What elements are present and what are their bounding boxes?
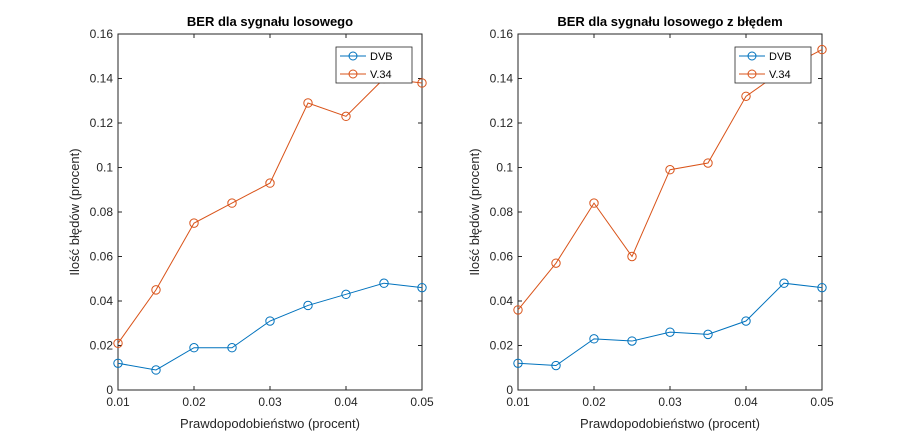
chart-right-ylabel: Ilość błędów (procent) <box>467 148 482 275</box>
data-point-dvb <box>703 329 713 340</box>
y-tick-label: 0.16 <box>490 27 514 41</box>
data-point-dvb <box>189 343 199 353</box>
y-tick-label: 0.12 <box>90 116 114 130</box>
x-tick-label: 0.03 <box>258 395 282 409</box>
y-tick-label: 0.14 <box>490 72 514 86</box>
chart-right-ticks: 0.01 0.02 0.03 0.04 0.05 0 0.02 0.04 0.06 0.08 0.1… <box>490 27 834 409</box>
x-tick-label: 0.01 <box>506 395 530 409</box>
data-point-dvb <box>627 336 637 346</box>
x-tick-label: 0.05 <box>410 395 434 409</box>
data-point-v34 <box>417 78 427 88</box>
y-tick-label: 0.04 <box>90 294 114 308</box>
y-tick-label: 0.08 <box>90 205 114 219</box>
data-point-dvb <box>551 360 561 371</box>
data-point-v34 <box>703 158 713 168</box>
x-tick-label: 0.04 <box>334 395 358 409</box>
x-tick-label: 0.04 <box>734 395 758 409</box>
y-tick-label: 0.1 <box>496 161 513 175</box>
chart-left-ticks: 0.01 0.02 0.03 0.04 0.05 0 0.02 0.04 0.06 0.08 0.1… <box>90 27 434 409</box>
legend-label-v34: V.34 <box>370 69 392 81</box>
series-line-dvb <box>117 282 423 371</box>
data-point-dvb <box>741 316 751 326</box>
y-tick-label: 0.06 <box>490 250 514 264</box>
chart-right: BER dla sygnału losowego z błędem 0.01 0.… <box>467 14 834 431</box>
data-point-dvb <box>303 300 313 311</box>
x-tick-label: 0.03 <box>658 395 682 409</box>
data-point-v34 <box>151 285 161 295</box>
data-point-v34 <box>589 198 599 208</box>
series-line-v34 <box>117 77 423 344</box>
legend-label-dvb: DVB <box>769 51 792 63</box>
chart-left-axes-box <box>117 33 423 391</box>
legend-marker-v34 <box>348 69 358 79</box>
chart-right-title: BER dla sygnału losowego z błędem <box>557 14 782 29</box>
chart-left-title: BER dla sygnału losowego <box>187 14 353 29</box>
x-tick-label: 0.05 <box>810 395 834 409</box>
data-point-dvb <box>513 358 523 368</box>
data-point-v34 <box>513 305 523 315</box>
series-line-dvb <box>517 282 823 367</box>
data-point-dvb <box>265 316 275 326</box>
chart-left: BER dla sygnału losowego 0.01 0.02 0.03 0.0… <box>67 14 434 431</box>
data-point-dvb <box>817 282 827 293</box>
data-point-v34 <box>265 178 275 188</box>
x-tick-label: 0.02 <box>182 395 206 409</box>
chart-right-legend: DVB V.34 <box>734 46 812 84</box>
data-point-dvb <box>779 278 789 288</box>
y-tick-label: 0.1 <box>96 161 113 175</box>
chart-left-legend: DVB V.34 <box>335 46 413 84</box>
legend-marker-v34 <box>747 69 757 79</box>
chart-right-xlabel: Prawdopodobieństwo (procent) <box>580 416 760 431</box>
chart-left-xlabel: Prawdopodobieństwo (procent) <box>180 416 360 431</box>
chart-right-axes-box <box>517 33 823 391</box>
y-tick-label: 0.02 <box>490 339 514 353</box>
y-tick-label: 0.08 <box>490 205 514 219</box>
y-tick-label: 0.06 <box>90 250 114 264</box>
x-tick-label: 0.01 <box>106 395 130 409</box>
data-point-dvb <box>113 358 123 368</box>
data-point-v34 <box>551 258 561 268</box>
legend-box <box>335 46 413 84</box>
data-point-v34 <box>817 44 827 55</box>
y-tick-label: 0.14 <box>90 72 114 86</box>
chart-left-ylabel: Ilość błędów (procent) <box>67 148 82 275</box>
data-point-v34 <box>341 111 351 122</box>
data-point-dvb <box>417 282 427 293</box>
y-tick-label: 0.16 <box>90 27 114 41</box>
legend-marker-dvb <box>747 51 757 61</box>
data-point-dvb <box>379 278 389 288</box>
y-tick-label: 0.02 <box>90 339 114 353</box>
legend-marker-dvb <box>348 51 358 61</box>
data-point-v34 <box>303 98 313 108</box>
x-tick-label: 0.02 <box>582 395 606 409</box>
data-point-v34 <box>627 251 637 262</box>
y-tick-label: 0.12 <box>490 116 514 130</box>
data-point-v34 <box>741 91 751 102</box>
data-point-v34 <box>665 165 675 175</box>
legend-label-dvb: DVB <box>370 51 393 63</box>
y-tick-label: 0 <box>106 383 113 397</box>
y-tick-label: 0.04 <box>490 294 514 308</box>
legend-box <box>734 46 812 84</box>
data-point-dvb <box>151 365 161 375</box>
data-point-v34 <box>227 198 237 208</box>
data-point-dvb <box>341 289 351 300</box>
data-point-dvb <box>589 334 599 344</box>
y-tick-label: 0 <box>506 383 513 397</box>
legend-label-v34: V.34 <box>769 69 791 81</box>
data-point-dvb <box>665 327 675 337</box>
data-point-v34 <box>113 338 123 348</box>
data-point-v34 <box>189 218 199 228</box>
data-point-dvb <box>227 343 237 353</box>
